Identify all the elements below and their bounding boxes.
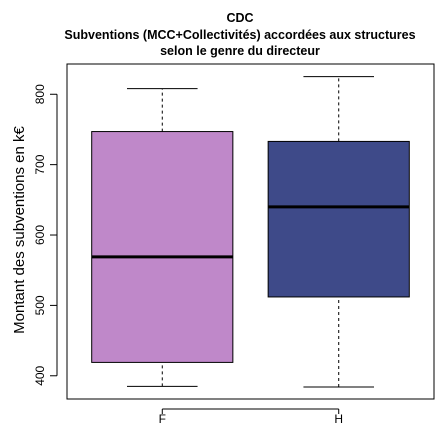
box-F bbox=[91, 88, 234, 387]
x-tick-label-F: F bbox=[159, 412, 166, 423]
plot-frame bbox=[66, 63, 435, 400]
x-tick-label-H: H bbox=[334, 412, 343, 423]
y-tick-label-600: 600 bbox=[33, 225, 47, 245]
y-axis: 400 500 600 700 800 bbox=[33, 84, 58, 386]
box-H bbox=[267, 76, 410, 388]
y-tick-label-700: 700 bbox=[33, 154, 47, 174]
y-tick-label-500: 500 bbox=[33, 295, 47, 315]
chart-subtitle-line-1: Subventions (MCC+Collectivités) accordée… bbox=[64, 28, 415, 42]
box-series bbox=[91, 76, 410, 388]
y-tick-label-800: 800 bbox=[33, 84, 47, 104]
y-axis-label: Montant des subventions en k€ bbox=[11, 126, 28, 334]
box-rect-F bbox=[91, 131, 234, 363]
box-rect-H bbox=[267, 140, 410, 298]
chart-subtitle-line-2: selon le genre du directeur bbox=[160, 44, 320, 58]
chart-title: CDC bbox=[226, 11, 253, 25]
y-tick-label-400: 400 bbox=[33, 365, 47, 385]
